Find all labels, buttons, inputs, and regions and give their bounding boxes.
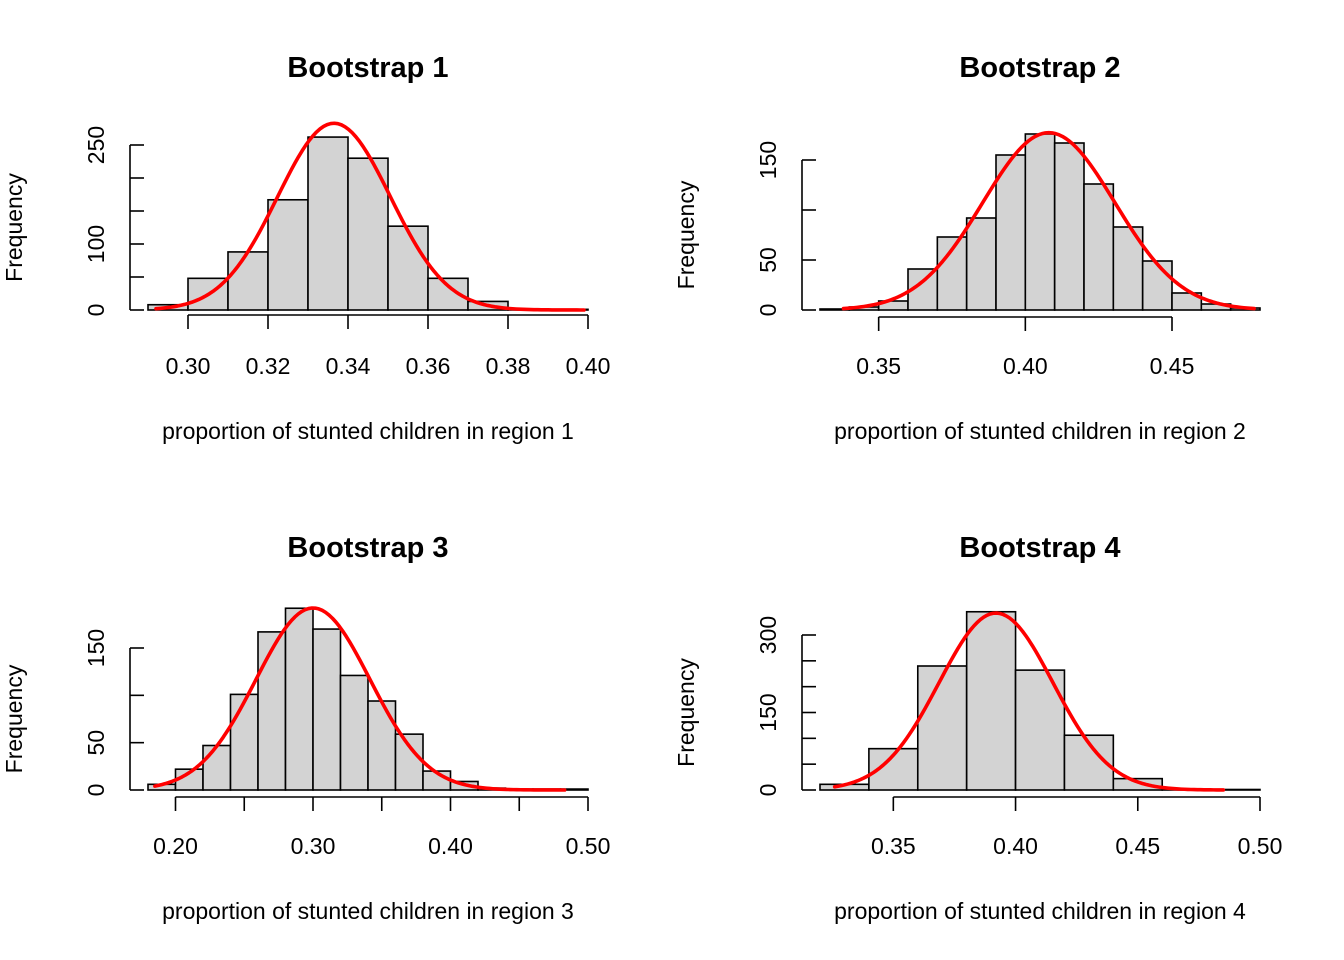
panel-title: Bootstrap 3 xyxy=(287,532,448,564)
x-tick-label: 0.32 xyxy=(246,353,291,379)
x-tick-label: 0.45 xyxy=(1150,353,1195,379)
histogram-bar xyxy=(202,744,232,791)
x-tick-label: 0.40 xyxy=(428,833,473,859)
x-axis-label: proportion of stunted children in region… xyxy=(162,418,574,444)
y-tick-label: 300 xyxy=(755,616,781,654)
histogram-bar xyxy=(916,665,968,791)
normal-density-curve xyxy=(841,130,1256,311)
normal-density-curve xyxy=(154,121,586,312)
y-tick-label: 100 xyxy=(83,225,109,263)
histogram-bar xyxy=(227,251,269,311)
x-tick-label: 0.34 xyxy=(326,353,371,379)
x-tick-label: 0.35 xyxy=(871,833,916,859)
histogram-bar xyxy=(965,217,997,311)
x-axis-label: proportion of stunted children in region… xyxy=(834,418,1246,444)
y-tick-label: 150 xyxy=(83,629,109,667)
x-tick-label: 0.30 xyxy=(291,833,336,859)
histogram-bar xyxy=(1171,292,1203,311)
x-tick-label: 0.40 xyxy=(993,833,1038,859)
x-tick-label: 0.40 xyxy=(1003,353,1048,379)
histogram-bar xyxy=(1053,142,1085,311)
histogram-bar xyxy=(1141,260,1173,311)
x-tick-label: 0.36 xyxy=(406,353,451,379)
histogram-bar xyxy=(965,610,1017,791)
histogram-bar xyxy=(284,607,314,791)
y-tick-label: 0 xyxy=(755,784,781,797)
x-tick-label: 0.35 xyxy=(856,353,901,379)
y-tick-label: 0 xyxy=(83,304,109,317)
histogram-bar xyxy=(394,733,424,791)
y-tick-label: 150 xyxy=(755,141,781,179)
x-tick-label: 0.45 xyxy=(1115,833,1160,859)
y-tick-label: 150 xyxy=(755,693,781,731)
x-tick-label: 0.50 xyxy=(566,833,611,859)
histogram-bar xyxy=(307,136,349,311)
y-tick-label: 0 xyxy=(755,304,781,317)
y-tick-label: 250 xyxy=(83,126,109,164)
x-tick-label: 0.40 xyxy=(566,353,611,379)
panel-title: Bootstrap 4 xyxy=(959,532,1120,564)
y-axis-label: Frequency xyxy=(1,664,27,773)
y-tick-label: 50 xyxy=(83,730,109,756)
normal-density-curve xyxy=(832,611,1226,792)
histogram-bar xyxy=(267,198,309,311)
normal-density-curve xyxy=(153,606,567,792)
y-axis-label: Frequency xyxy=(673,658,699,767)
panel-title: Bootstrap 2 xyxy=(959,52,1120,84)
histogram-bar xyxy=(1024,133,1056,311)
histogram-bar xyxy=(1112,777,1164,791)
y-tick-label: 50 xyxy=(755,247,781,273)
x-tick-label: 0.38 xyxy=(486,353,531,379)
y-axis-label: Frequency xyxy=(673,180,699,289)
histogram-bar xyxy=(312,628,342,791)
x-tick-label: 0.20 xyxy=(153,833,198,859)
x-tick-label: 0.50 xyxy=(1238,833,1283,859)
histogram-bar xyxy=(995,154,1027,311)
histogram-bar xyxy=(347,157,389,311)
histogram-bar xyxy=(367,700,397,791)
histogram-bar xyxy=(229,693,259,791)
histogram-bar xyxy=(257,631,287,791)
y-tick-label: 0 xyxy=(83,784,109,797)
y-axis-label: Frequency xyxy=(1,173,27,282)
panel-title: Bootstrap 1 xyxy=(287,52,448,84)
histogram-bar xyxy=(1083,183,1115,311)
x-axis-label: proportion of stunted children in region… xyxy=(162,898,574,924)
x-axis-label: proportion of stunted children in region… xyxy=(834,898,1246,924)
histogram-bar xyxy=(387,225,429,311)
histogram-bar xyxy=(339,674,369,791)
x-tick-label: 0.30 xyxy=(166,353,211,379)
